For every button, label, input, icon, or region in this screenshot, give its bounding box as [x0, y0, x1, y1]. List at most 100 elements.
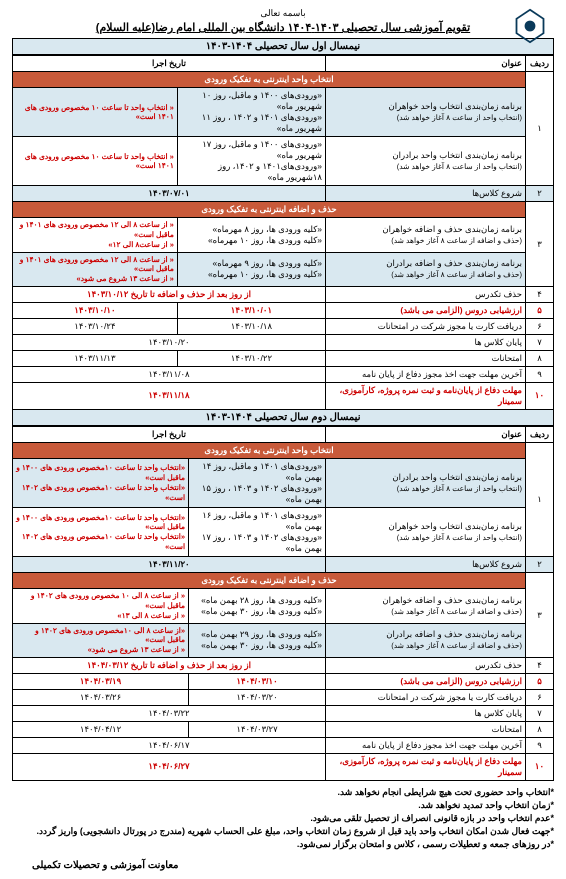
cell: برنامه زمان‌بندی انتخاب واحد برادران(انت…	[326, 458, 526, 507]
sem2-table: ردیف عنوان تاریخ اجرا ۱ انتخاب واحد اینت…	[12, 426, 554, 781]
university-logo	[512, 8, 548, 44]
cell: «ورودی‌های ۱۴۰۰ و ماقبل، روز ۱۷ شهریور م…	[177, 137, 325, 186]
cell: برنامه زمان‌بندی انتخاب واحد برادران(انت…	[326, 137, 526, 186]
row-num: ۴	[526, 657, 554, 673]
cell: «کلیه ورودی ها، روز ۲۸ بهمن ماه»«کلیه ور…	[189, 589, 326, 623]
cell: برنامه زمان‌بندی حذف و اضافه خواهران(حذف…	[326, 218, 526, 252]
cell: پایان کلاس ها	[326, 334, 526, 350]
cell: برنامه زمان‌بندی حذف و اضافه برادران(حذف…	[326, 252, 526, 286]
col-tarikh: تاریخ اجرا	[13, 426, 326, 442]
section-header: انتخاب واحد اینترنتی به تفکیک ورودی	[13, 442, 526, 458]
cell: ۱۴۰۳/۱۰/۱۰	[13, 302, 178, 318]
cell: دریافت کارت یا مجوز شرکت در امتحانات	[326, 318, 526, 334]
cell: امتحانات	[326, 350, 526, 366]
cell: ۱۴۰۴/۰۶/۲۷	[13, 753, 326, 780]
note-item: *در روزهای جمعه و تعطیلات رسمی ، کلاس و …	[12, 839, 554, 850]
cell: « از ساعت ۸ الی ۱۰ مخصوص ورودی های ۱۴۰۲ …	[13, 589, 189, 623]
sem2-title: نیمسال دوم سال تحصیلی ۱۴۰۴-۱۴۰۳	[12, 410, 554, 426]
sem1-table: ردیف عنوان تاریخ اجرا ۱ انتخاب واحد اینت…	[12, 55, 554, 410]
main-title: تقویم آموزشی سال تحصیلی ۱۴۰۳-۱۴۰۴ دانشگا…	[12, 21, 554, 34]
cell: برنامه زمان‌بندی حذف و اضافه خواهران(حذف…	[326, 589, 526, 623]
cell: « انتخاب واحد تا ساعت ۱۰ مخصوص ورودی های…	[13, 137, 178, 186]
cell: «کلیه ورودی ها، روز ۹ مهرماه»«کلیه ورودی…	[177, 252, 325, 286]
row-num: ۲	[526, 186, 554, 202]
cell: ۱۴۰۴/۰۳/۲۷	[189, 721, 326, 737]
cell: ۱۴۰۴/۰۳/۲۰	[189, 689, 326, 705]
row-num: ۹	[526, 737, 554, 753]
row-num: ۶	[526, 689, 554, 705]
cell: ۱۴۰۴/۰۳/۱۹	[13, 673, 189, 689]
row-num: ۳	[526, 573, 554, 658]
notes-block: *انتخاب واحد حضوری تحت هیچ شرایطی انجام …	[12, 787, 554, 850]
cell: ۱۴۰۳/۱۰/۲۰	[13, 334, 326, 350]
cell: مهلت دفاع از پایان‌نامه و ثبت نمره پروژه…	[326, 753, 526, 780]
cell: «انتخاب واحد تا ساعت ۱۰مخصوص ورودی های ۱…	[13, 458, 189, 507]
cell: ارزشیابی دروس (الزامی می باشد)	[326, 302, 526, 318]
note-item: *عدم انتخاب واحد در بازه قانونی انصراف ا…	[12, 813, 554, 824]
row-num: ۱۰	[526, 753, 554, 780]
col-radif: ردیف	[526, 426, 554, 442]
row-num: ۷	[526, 334, 554, 350]
basmala: باسمه تعالی	[12, 8, 554, 19]
row-num: ۷	[526, 705, 554, 721]
cell: دریافت کارت یا مجوز شرکت در امتحانات	[326, 689, 526, 705]
cell: «کلیه ورودی ها، روز ۸ مهرماه»«کلیه ورودی…	[177, 218, 325, 252]
cell: ۱۴۰۳/۱۱/۱۸	[13, 382, 326, 409]
row-num: ۶	[526, 318, 554, 334]
cell: برنامه زمان‌بندی حذف و اضافه برادران(حذف…	[326, 623, 526, 657]
cell: برنامه زمان‌بندی انتخاب واحد خواهران(انت…	[326, 88, 526, 137]
cell: « انتخاب واحد تا ساعت ۱۰ مخصوص ورودی های…	[13, 88, 178, 137]
cell: «از ساعت ۸ الی ۱۰مخصوص ورودی های ۱۴۰۲ و …	[13, 623, 189, 657]
cell: پایان کلاس ها	[326, 705, 526, 721]
col-onvan: عنوان	[326, 56, 526, 72]
note-item: *جهت فعال شدن امکان انتخاب واحد باید قبل…	[12, 826, 554, 837]
section-header: انتخاب واحد اینترنتی به تفکیک ورودی	[13, 72, 526, 88]
cell: ۱۴۰۳/۱۰/۲۴	[13, 318, 178, 334]
cell: ۱۴۰۴/۰۴/۱۲	[13, 721, 189, 737]
cell: ارزشیابی دروس (الزامی می باشد)	[326, 673, 526, 689]
row-num: ۵	[526, 302, 554, 318]
row-num: ۳	[526, 202, 554, 287]
cell: « از ساعت ۸ الی ۱۲ مخصوص ورودی های ۱۴۰۱ …	[13, 252, 178, 286]
cell: ۱۴۰۳/۱۱/۰۸	[13, 366, 326, 382]
row-num: ۴	[526, 286, 554, 302]
cell: امتحانات	[326, 721, 526, 737]
cell: ۱۴۰۴/۰۳/۲۲	[13, 705, 326, 721]
section-header: حذف و اضافه اینترنتی به تفکیک ورودی	[13, 202, 526, 218]
row-num: ۸	[526, 350, 554, 366]
row-num: ۱	[526, 72, 554, 186]
sem1-title: نیمسال اول سال تحصیلی ۱۴۰۴-۱۴۰۳	[12, 38, 554, 55]
cell: «کلیه ورودی ها، روز ۲۹ بهمن ماه»«کلیه ور…	[189, 623, 326, 657]
cell: ۱۴۰۳/۱۱/۱۳	[13, 350, 178, 366]
signature: معاونت آموزشی و تحصیلات تکمیلی	[12, 860, 554, 871]
section-header: حذف و اضافه اینترنتی به تفکیک ورودی	[13, 573, 526, 589]
col-radif: ردیف	[526, 56, 554, 72]
col-onvan: عنوان	[326, 426, 526, 442]
cell: ۱۴۰۳/۱۰/۰۱	[177, 302, 325, 318]
cell: ۱۴۰۴/۰۳/۱۰	[189, 673, 326, 689]
note-item: *انتخاب واحد حضوری تحت هیچ شرایطی انجام …	[12, 787, 554, 798]
cell: «ورودی‌های ۱۴۰۰ و ماقبل، روز ۱۰ شهریور م…	[177, 88, 325, 137]
cell: آخرین مهلت جهت اخذ مجوز دفاع از پایان نا…	[326, 737, 526, 753]
cell: «ورودی‌های ۱۴۰۱ و ماقبل، روز ۱۴ بهمن ماه…	[189, 458, 326, 507]
cell: شروع کلاس‌ها	[326, 557, 526, 573]
cell: حذف تکدرس	[326, 286, 526, 302]
cell: ۱۴۰۳/۱۰/۱۸	[177, 318, 325, 334]
cell: ۱۴۰۴/۰۶/۱۷	[13, 737, 326, 753]
row-num: ۱۰	[526, 382, 554, 409]
row-num: ۱	[526, 442, 554, 556]
note-item: *زمان انتخاب واحد تمدید نخواهد شد.	[12, 800, 554, 811]
row-num: ۹	[526, 366, 554, 382]
cell: ۱۴۰۳/۱۰/۲۲	[177, 350, 325, 366]
row-num: ۲	[526, 557, 554, 573]
cell: برنامه زمان‌بندی انتخاب واحد خواهران(انت…	[326, 508, 526, 557]
cell: ۱۴۰۴/۰۳/۲۶	[13, 689, 189, 705]
cell: آخرین مهلت جهت اخذ مجوز دفاع از پایان نا…	[326, 366, 526, 382]
cell: « از ساعت ۸ الی ۱۲ مخصوص ورودی های ۱۴۰۱ …	[13, 218, 178, 252]
cell: حذف تکدرس	[326, 657, 526, 673]
cell: مهلت دفاع از پایان‌نامه و ثبت نمره پروژه…	[326, 382, 526, 409]
row-num: ۸	[526, 721, 554, 737]
cell: «ورودی‌های ۱۴۰۱ و ماقبل، روز ۱۶ بهمن ماه…	[189, 508, 326, 557]
cell: ۱۴۰۳/۱۱/۲۰	[13, 557, 326, 573]
cell: از روز بعد از حذف و اضافه تا تاریخ ۱۴۰۳/…	[13, 286, 326, 302]
